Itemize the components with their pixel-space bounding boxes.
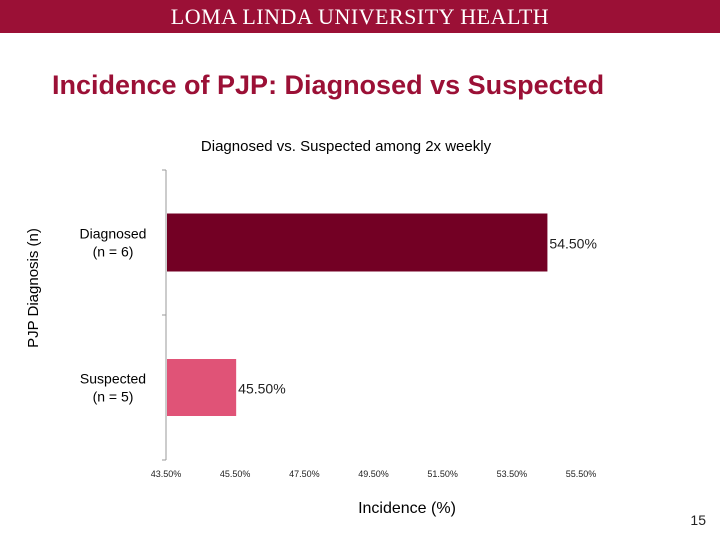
data-label: 54.50% <box>549 236 596 252</box>
data-label: 45.50% <box>238 381 285 397</box>
x-axis-title: Incidence (%) <box>358 500 456 517</box>
bar-suspected <box>167 359 237 416</box>
x-tick-label: 51.50% <box>427 469 458 479</box>
slide-title: Incidence of PJP: Diagnosed vs Suspected <box>52 70 605 100</box>
category-label: Suspected (n = 5) <box>80 371 146 405</box>
institution-name: LOMA LINDA UNIVERSITY HEALTH <box>170 4 550 29</box>
slide-number: 15 <box>690 512 706 528</box>
bar-diagnosed <box>167 213 548 272</box>
category-label: Diagnosed (n = 6) <box>80 226 147 260</box>
x-tick-label: 43.50% <box>151 469 182 479</box>
x-tick-label: 45.50% <box>220 469 251 479</box>
x-tick-label: 53.50% <box>497 469 528 479</box>
chart-title: Diagnosed vs. Suspected among 2x weekly <box>201 138 492 155</box>
x-tick-label: 49.50% <box>358 469 389 479</box>
y-axis-title: PJP Diagnosis (n) <box>25 228 42 348</box>
x-tick-label: 55.50% <box>566 469 597 479</box>
header-banner: LOMA LINDA UNIVERSITY HEALTH <box>0 0 720 33</box>
x-tick-label: 47.50% <box>289 469 320 479</box>
